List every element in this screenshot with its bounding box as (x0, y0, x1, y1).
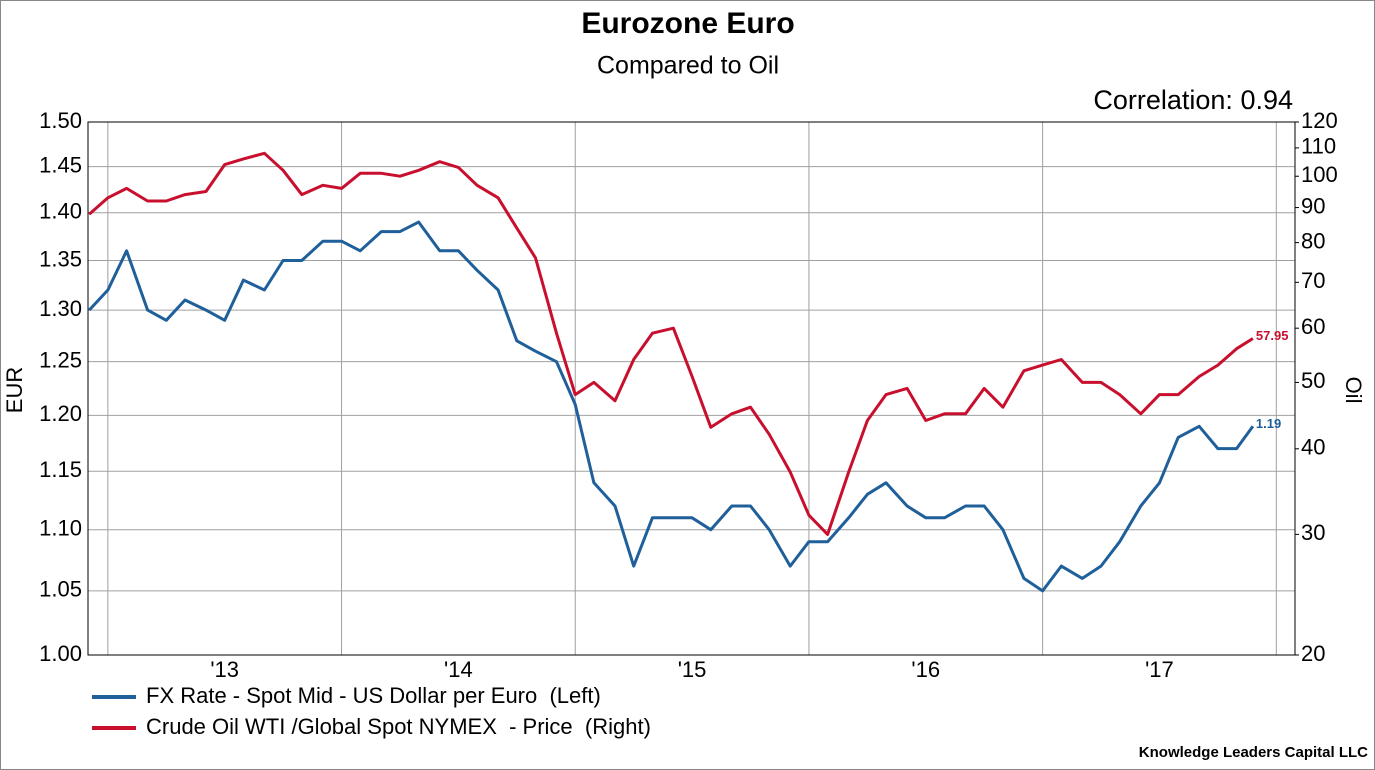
line-series (88, 220, 1255, 593)
y2-tick-label: 110 (1301, 134, 1336, 159)
plot-frame (87, 121, 1296, 656)
y-tick-label: 1.30 (39, 296, 82, 321)
line-series (88, 151, 1254, 536)
y-tick-label: 1.20 (39, 401, 82, 426)
y-axis-label: EUR (2, 367, 27, 413)
y2-tick-label: 90 (1301, 193, 1325, 218)
y2-tick-label: 120 (1301, 108, 1338, 133)
y-tick-label: 1.00 (39, 641, 82, 666)
y-tick-label: 1.45 (39, 152, 82, 177)
end-value-label: 1.19 (1256, 416, 1281, 431)
y2-tick-label: 30 (1301, 520, 1325, 545)
y2-tick-label: 40 (1301, 435, 1325, 460)
x-tick-label: '16 (911, 657, 940, 682)
end-value-label: 57.95 (1256, 328, 1289, 343)
y2-tick-label: 50 (1301, 368, 1325, 393)
annotation: Correlation: 0.94 (1093, 85, 1293, 115)
x-tick-label: '13 (210, 657, 239, 682)
chart-subtitle: Compared to Oil (597, 52, 779, 80)
y2-tick-label: 100 (1301, 162, 1338, 187)
y-tick-label: 1.50 (39, 108, 82, 133)
y-tick-label: 1.25 (39, 347, 82, 372)
legend-label: FX Rate - Spot Mid - US Dollar per Euro … (146, 683, 601, 708)
legend-label: Crude Oil WTI /Global Spot NYMEX - Price… (146, 714, 651, 739)
x-tick-label: '15 (678, 657, 707, 682)
y-tick-label: 1.05 (39, 577, 82, 602)
y2-tick-label: 20 (1301, 641, 1325, 666)
chart-title: Eurozone Euro (581, 7, 794, 40)
y-tick-label: 1.10 (39, 516, 82, 541)
y2-tick-label: 80 (1301, 228, 1325, 253)
source: Knowledge Leaders Capital LLC (1139, 744, 1368, 761)
x-tick-label: '17 (1145, 657, 1174, 682)
x-tick-label: '14 (444, 657, 473, 682)
y2-axis-label: Oil (1341, 377, 1366, 404)
y-tick-label: 1.40 (39, 199, 82, 224)
y2-tick-label: 60 (1301, 314, 1325, 339)
y-tick-label: 1.35 (39, 246, 82, 271)
y2-tick-label: 70 (1301, 268, 1325, 293)
y-tick-label: 1.15 (39, 457, 82, 482)
